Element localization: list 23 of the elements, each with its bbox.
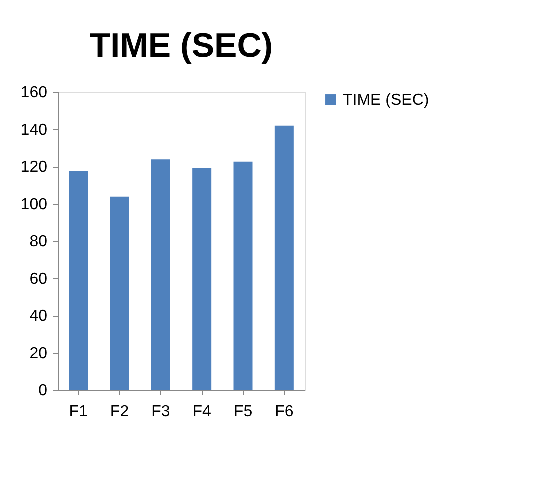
x-tick-label: F1 [69, 404, 88, 420]
x-tick-label: F4 [192, 404, 212, 420]
y-tick-label: 160 [20, 84, 48, 102]
y-tick-label: 0 [38, 382, 48, 400]
y-tick-label: 40 [30, 308, 48, 325]
bar [192, 168, 212, 390]
y-tick-label: 100 [20, 196, 48, 214]
x-tick-label: F2 [110, 404, 130, 420]
chart-title: TIME (SEC) [90, 27, 274, 65]
x-tick-label: F3 [152, 404, 170, 420]
y-tick-label: 120 [20, 159, 48, 176]
x-tick-label: F5 [234, 404, 253, 420]
y-tick-label: 140 [20, 122, 48, 139]
x-tick-label: F6 [275, 404, 294, 420]
bar [274, 126, 294, 390]
bar [234, 162, 253, 390]
bar [69, 170, 88, 390]
bar [151, 160, 170, 390]
legend-label: TIME (SEC) [343, 92, 430, 109]
y-tick-label: 80 [30, 234, 48, 250]
y-tick-label: 60 [30, 270, 48, 288]
bar [110, 196, 130, 390]
y-tick-label: 20 [30, 345, 48, 362]
